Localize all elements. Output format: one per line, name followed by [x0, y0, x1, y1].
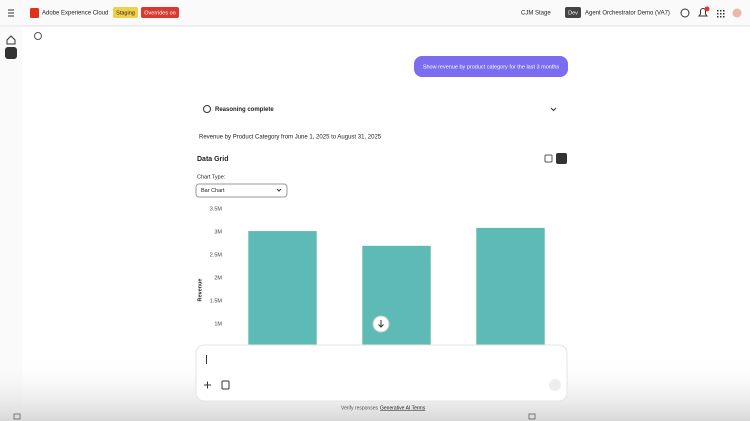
arrow-down: [378, 320, 384, 328]
prompt-input[interactable]: [195, 344, 568, 402]
y-tick-label: 2M: [214, 275, 222, 281]
y-tick-label: 1M: [214, 321, 222, 327]
section-title: Data Grid: [197, 156, 229, 163]
summary: Revenue by Product Category from June 1,…: [199, 135, 382, 141]
panel-toggle[interactable]: [13, 413, 21, 420]
apps-icon[interactable]: [717, 10, 725, 18]
panel-toggle[interactable]: [528, 413, 536, 420]
badge: [113, 7, 138, 18]
check-icon: [203, 105, 211, 113]
expand-chevron[interactable]: [550, 107, 557, 112]
menu-icon[interactable]: [8, 9, 14, 17]
org-name[interactable]: Agent Orchestrator Demo (VA7): [585, 11, 670, 17]
send-button[interactable]: [549, 379, 561, 391]
avatar[interactable]: [732, 8, 742, 18]
agent-icon[interactable]: [5, 47, 17, 59]
y-tick-label: 3M: [214, 229, 222, 235]
notification-dot: [704, 6, 710, 12]
chart-type-select[interactable]: [195, 183, 288, 198]
badge: [141, 7, 179, 18]
adobe-logo[interactable]: [30, 8, 39, 18]
table-view-button[interactable]: [544, 154, 553, 163]
chart-type-value[interactable]: Bar Chart: [201, 188, 225, 194]
y-axis-title: Revenue: [197, 279, 203, 302]
history-icon[interactable]: [34, 32, 42, 40]
help-icon[interactable]: [680, 8, 690, 18]
reasoning-status[interactable]: Reasoning complete: [215, 107, 274, 113]
select-chevron: [276, 188, 282, 192]
footer-note: Verify responses: [341, 405, 378, 411]
side-rail: [0, 27, 22, 421]
org-badge: [565, 7, 581, 18]
user-message: Show revenue by product category for the…: [423, 64, 560, 70]
attach-button[interactable]: [221, 380, 230, 390]
product-name[interactable]: Adobe Experience Cloud: [42, 11, 108, 17]
environment[interactable]: CJM Stage: [521, 11, 551, 17]
footer-link[interactable]: Generative AI Terms: [380, 405, 426, 411]
y-tick-label: 2.5M: [210, 252, 223, 258]
org-badge-text: Dev: [568, 10, 578, 16]
home-icon[interactable]: [6, 35, 16, 45]
bell-icon[interactable]: [698, 8, 708, 17]
chart-type-label: Chart Type:: [197, 174, 226, 180]
y-tick-label: 3.5M: [210, 206, 223, 212]
badge-text: Overrides on: [144, 10, 176, 16]
add-button[interactable]: [204, 381, 211, 389]
y-tick-label: 1.5M: [210, 298, 223, 304]
chart-view-button[interactable]: [556, 153, 567, 164]
badge-text: Staging: [116, 10, 135, 16]
user-message-bubble: [414, 56, 568, 77]
